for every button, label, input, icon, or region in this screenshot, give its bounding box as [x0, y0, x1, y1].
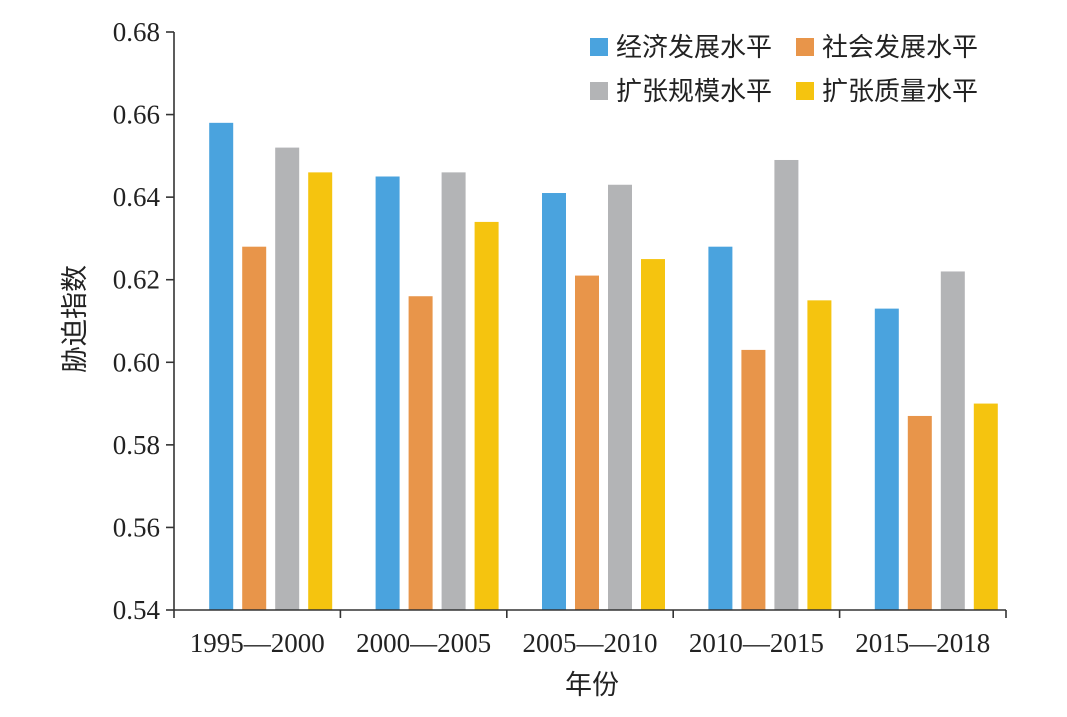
bar: [907, 415, 932, 610]
y-tick-label: 0.68: [113, 17, 160, 47]
bar: [209, 122, 234, 610]
bar: [275, 147, 300, 610]
x-tick-label: 2015—2018: [855, 628, 990, 658]
y-tick-label: 0.64: [113, 182, 161, 212]
bar: [575, 275, 599, 610]
axes-group: 0.54 0.56 0.58 0.60 0.62 0.64 0.66 0.68 1995—200…: [113, 17, 1007, 658]
y-tick-label: 0.56: [113, 512, 160, 542]
bar: [940, 271, 965, 610]
bars-group: [209, 122, 998, 610]
bar: [608, 184, 632, 610]
y-tick-label: 0.58: [113, 430, 160, 460]
x-tick-label: 1995—2000: [190, 628, 325, 658]
x-axis-title: 年份: [565, 670, 619, 701]
bar: [874, 308, 899, 610]
bar: [774, 159, 799, 610]
legend-swatch: [590, 82, 608, 100]
bar: [441, 172, 466, 610]
bar: [408, 296, 433, 610]
bar: [641, 259, 665, 610]
y-axis-title: 胁迫指数: [60, 265, 91, 373]
legend-swatch: [796, 38, 814, 56]
legend-label: 社会发展水平: [822, 33, 978, 63]
x-tick-label: 2010—2015: [689, 628, 824, 658]
bar: [807, 300, 832, 610]
x-tick-label: 2005—2010: [523, 628, 658, 658]
legend-swatch: [590, 38, 608, 56]
bar: [474, 221, 499, 610]
bar: [242, 246, 267, 610]
bar: [708, 246, 733, 610]
legend-label: 扩张质量水平: [822, 77, 978, 107]
bar: [375, 176, 400, 610]
legend-swatch: [796, 82, 814, 100]
bar: [542, 193, 566, 610]
bar: [973, 403, 998, 610]
y-tick-label: 0.62: [113, 265, 160, 295]
bar: [741, 349, 766, 610]
y-tick-label: 0.60: [113, 347, 160, 377]
y-tick-label: 0.54: [113, 595, 161, 625]
x-tick-label: 2000—2005: [356, 628, 491, 658]
y-tick-label: 0.66: [113, 100, 160, 130]
bar: [308, 172, 333, 610]
legend-label: 扩张规模水平: [616, 77, 772, 107]
legend-label: 经济发展水平: [616, 33, 772, 63]
